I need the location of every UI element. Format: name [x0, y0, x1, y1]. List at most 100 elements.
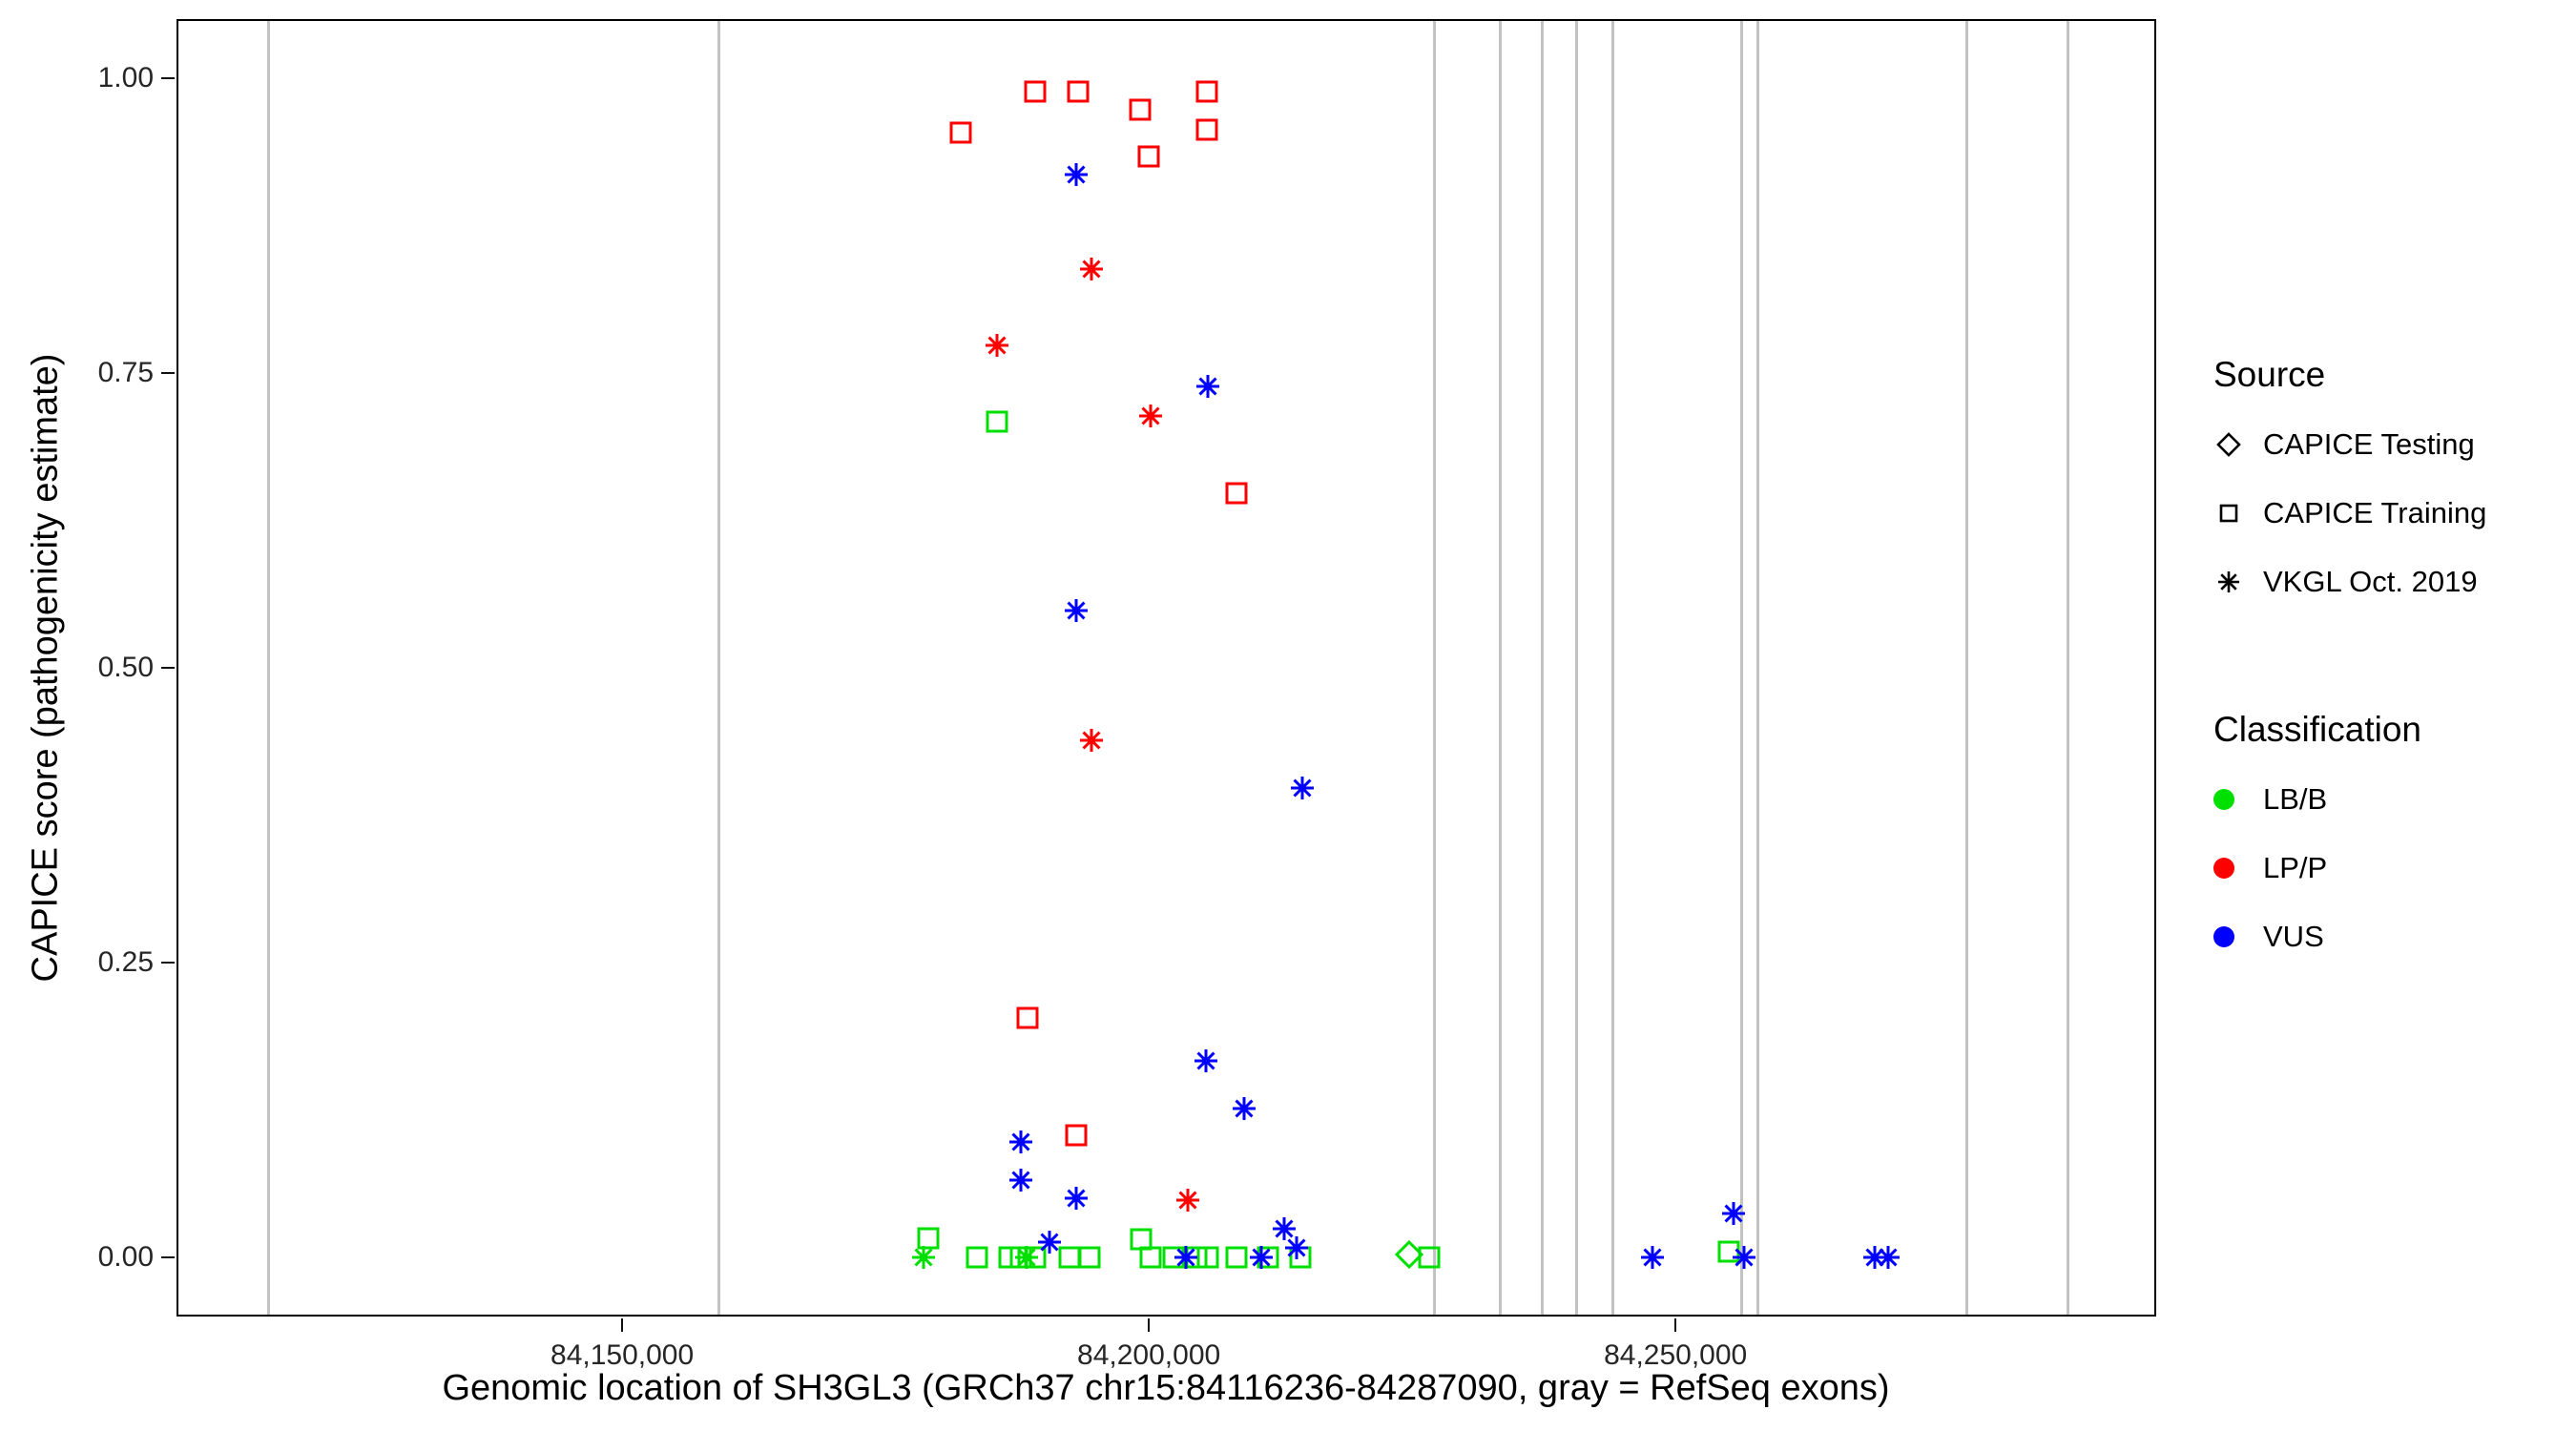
- legend-label: LB/B: [2263, 782, 2328, 816]
- lpp-color-dot: [2213, 858, 2234, 879]
- data-point: [1080, 729, 1104, 753]
- data-point: [1014, 1245, 1038, 1269]
- data-point: [1732, 1245, 1755, 1269]
- legend-label: CAPICE Training: [2263, 496, 2487, 529]
- y-tick-label: 1.00: [97, 61, 154, 93]
- data-point: [1195, 80, 1218, 103]
- data-point: [1250, 1245, 1274, 1269]
- data-point: [1139, 404, 1163, 428]
- data-point: [1225, 482, 1248, 505]
- data-point: [985, 334, 1008, 357]
- refseq-exon-line: [1755, 21, 1759, 1315]
- refseq-exon-line: [2067, 21, 2070, 1315]
- data-point: [1195, 375, 1219, 399]
- data-point: [1273, 1217, 1297, 1241]
- data-point: [1078, 1246, 1101, 1269]
- data-point: [917, 1227, 940, 1250]
- data-point: [1175, 1189, 1199, 1213]
- legend-symbol: [2213, 567, 2263, 597]
- x-axis-title: Genomic location of SH3GL3 (GRCh37 chr15…: [442, 1368, 1890, 1408]
- data-point: [1291, 776, 1315, 799]
- data-point: [1080, 257, 1104, 280]
- refseq-exon-line: [1574, 21, 1578, 1315]
- data-point: [1876, 1245, 1900, 1269]
- refseq-exon-line: [1965, 21, 1969, 1315]
- refseq-exon-line: [1611, 21, 1615, 1315]
- data-point: [1129, 98, 1152, 121]
- legend-symbol: [2213, 498, 2263, 529]
- legend-label: VKGL Oct. 2019: [2263, 565, 2478, 598]
- legend-symbol: [2213, 789, 2263, 810]
- data-point: [966, 1246, 988, 1269]
- data-point: [1394, 1240, 1423, 1270]
- data-point: [1195, 118, 1218, 141]
- legend-label: CAPICE Testing: [2263, 427, 2475, 461]
- data-point: [1233, 1096, 1257, 1120]
- data-point: [911, 1245, 935, 1269]
- legend-item-capice-training: CAPICE Training: [2213, 479, 2486, 548]
- plot-panel: [177, 19, 2156, 1317]
- refseq-exon-line: [717, 21, 720, 1315]
- y-axis-tick: [161, 961, 175, 964]
- data-point: [1174, 1245, 1197, 1269]
- refseq-exon-line: [1499, 21, 1503, 1315]
- y-tick-label: 0.50: [97, 652, 154, 683]
- data-point: [1009, 1169, 1033, 1192]
- legend-source-title: Source: [2213, 355, 2326, 394]
- refseq-exon-line: [1541, 21, 1545, 1315]
- legend-label: VUS: [2263, 920, 2324, 953]
- data-point: [986, 410, 1008, 433]
- legend-item-lpp: LP/P: [2213, 834, 2486, 902]
- data-point: [1064, 1186, 1088, 1210]
- legend-item-vus: VUS: [2213, 902, 2486, 971]
- legend-symbol: [2213, 429, 2263, 460]
- data-point: [1862, 1245, 1886, 1269]
- legend-item-lbb: LB/B: [2213, 765, 2486, 834]
- x-axis-tick: [620, 1318, 624, 1332]
- data-point: [1009, 1130, 1033, 1153]
- y-axis-tick: [161, 666, 175, 670]
- legend-symbol: [2213, 858, 2263, 879]
- y-tick-label: 0.25: [97, 946, 154, 979]
- refseq-exon-line: [266, 21, 270, 1315]
- data-point: [949, 121, 972, 144]
- diamond-icon: [2216, 432, 2241, 457]
- x-axis-tick: [1147, 1318, 1151, 1332]
- x-axis-tick: [1673, 1318, 1677, 1332]
- legend-label: LP/P: [2263, 851, 2328, 884]
- legend-item-vkgl: VKGL Oct. 2019: [2213, 548, 2486, 616]
- data-point: [1064, 162, 1088, 186]
- x-tick-label: 84,250,000: [1604, 1339, 1748, 1371]
- legend-symbol: [2213, 926, 2263, 947]
- refseq-exon-line: [1432, 21, 1436, 1315]
- square-icon: [2219, 504, 2238, 523]
- data-point: [1225, 1246, 1248, 1269]
- data-point: [1139, 1246, 1162, 1269]
- y-axis-tick: [161, 371, 175, 375]
- lbb-color-dot: [2213, 789, 2234, 810]
- data-point: [1065, 1124, 1088, 1147]
- y-axis-tick: [161, 76, 175, 80]
- y-axis-tick: [161, 1255, 175, 1259]
- data-point: [1640, 1245, 1664, 1269]
- legend-classification-title: Classification: [2213, 710, 2421, 749]
- x-tick-label: 84,200,000: [1077, 1339, 1221, 1371]
- data-point: [1038, 1230, 1062, 1254]
- data-point: [1067, 80, 1090, 103]
- vus-color-dot: [2213, 926, 2234, 947]
- y-tick-label: 0.00: [97, 1241, 154, 1274]
- data-point: [1137, 145, 1160, 168]
- refseq-exon-line: [1740, 21, 1744, 1315]
- data-point: [1196, 1246, 1219, 1269]
- x-tick-label: 84,150,000: [551, 1339, 695, 1371]
- legend-item-capice-testing: CAPICE Testing: [2213, 410, 2486, 479]
- data-point: [1064, 599, 1088, 623]
- legend: Source CAPICE Testing CAPICE Training: [2213, 355, 2486, 971]
- data-point: [1284, 1235, 1308, 1259]
- data-point: [1016, 1006, 1039, 1029]
- y-tick-label: 0.75: [97, 356, 154, 388]
- data-point: [1024, 80, 1047, 103]
- asterisk-icon: [2218, 571, 2239, 592]
- data-point: [1721, 1201, 1745, 1225]
